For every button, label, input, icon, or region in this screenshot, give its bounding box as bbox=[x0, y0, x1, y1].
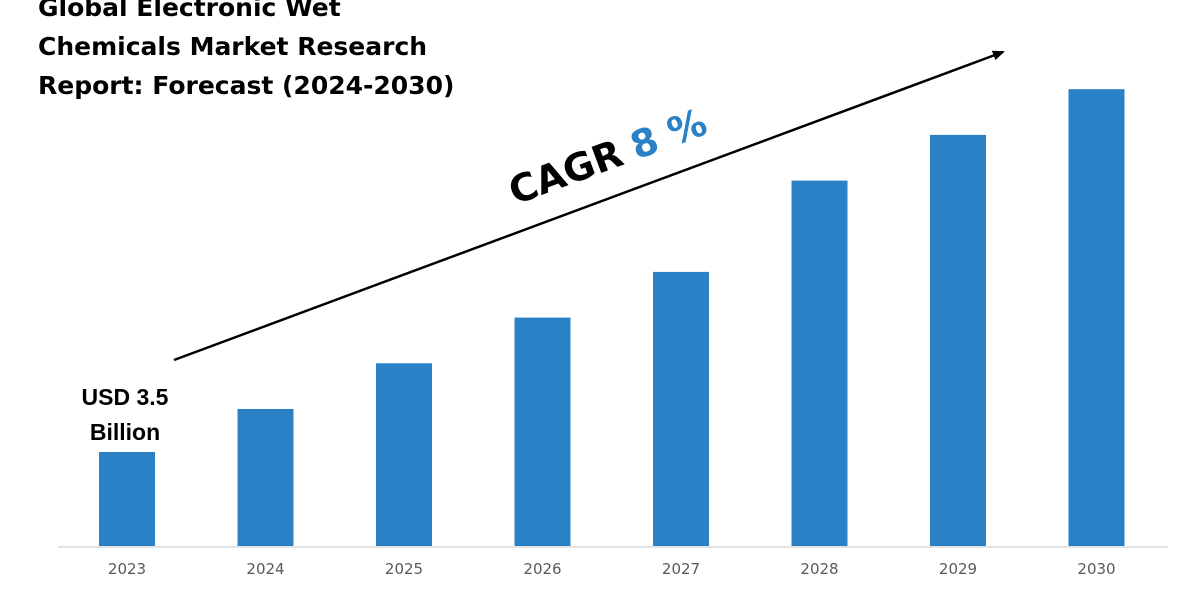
x-tick-2030: 2030 bbox=[1077, 560, 1115, 578]
x-tick-labels: 2023 2024 2025 2026 2027 2028 2029 2030 bbox=[108, 560, 1116, 578]
x-tick-2024: 2024 bbox=[246, 560, 284, 578]
bar-2027 bbox=[653, 271, 709, 546]
start-value-label: USD 3.5 Billion bbox=[81, 384, 169, 445]
bars-layer bbox=[99, 89, 1125, 546]
x-tick-2027: 2027 bbox=[662, 560, 700, 578]
cagr-annotation: CAGR8 % bbox=[503, 100, 713, 214]
bar-2026 bbox=[514, 317, 571, 546]
x-tick-2029: 2029 bbox=[939, 560, 977, 578]
bar-2028 bbox=[791, 180, 848, 546]
bar-2025 bbox=[376, 363, 432, 546]
x-tick-2028: 2028 bbox=[800, 560, 838, 578]
chart-title: Global Electronic Wet Chemicals Market R… bbox=[38, 0, 455, 100]
cagr-prefix: CAGR bbox=[503, 131, 629, 213]
bar-2029 bbox=[930, 134, 986, 546]
bar-2023 bbox=[99, 452, 155, 546]
cagr-trend-arrow bbox=[173, 50, 1005, 362]
bar-2030 bbox=[1068, 89, 1125, 546]
x-tick-2025: 2025 bbox=[385, 560, 423, 578]
x-tick-2023: 2023 bbox=[108, 560, 146, 578]
cagr-value: 8 % bbox=[624, 100, 712, 168]
bar-2024 bbox=[237, 409, 294, 546]
x-tick-2026: 2026 bbox=[523, 560, 561, 578]
